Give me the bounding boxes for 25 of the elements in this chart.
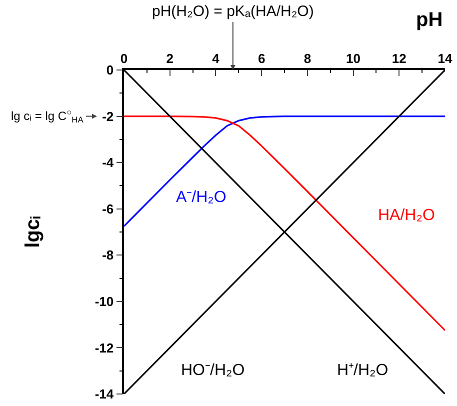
x-tick-label: 2 xyxy=(166,51,174,66)
x-tick-label: 6 xyxy=(258,51,266,66)
x-axis-title: pH xyxy=(416,9,443,31)
series-label: A⁻/H₂O xyxy=(176,189,226,206)
y-tick-label: -6 xyxy=(102,201,114,216)
series-label: H⁺/H₂O xyxy=(337,362,388,379)
series-label: HA/H₂O xyxy=(378,207,435,224)
x-tick-label: 8 xyxy=(304,51,312,66)
x-tick-label: 14 xyxy=(438,51,453,66)
y-tick-label: -12 xyxy=(94,340,114,356)
y-axis-title: lgcᵢ xyxy=(22,216,44,248)
x-tick-label: 10 xyxy=(346,51,361,66)
y-tick-label: -2 xyxy=(102,108,114,124)
text: pH(H₂O) = pKₐ(HA/H₂O) xyxy=(152,3,314,20)
x-tick-label: 0 xyxy=(120,51,128,66)
series-label: HO⁻/H₂O xyxy=(181,362,245,379)
x-tick-label: 12 xyxy=(392,51,406,66)
y-tick-label: -8 xyxy=(102,248,114,263)
line-series xyxy=(124,115,445,228)
y-tick-label: -10 xyxy=(94,294,114,309)
y-tick-label: -4 xyxy=(102,155,114,170)
x-tick-label: 4 xyxy=(212,51,220,66)
line-series xyxy=(124,115,445,332)
y-tick-label: 0 xyxy=(106,62,114,78)
y-tick-label: -14 xyxy=(94,386,114,402)
